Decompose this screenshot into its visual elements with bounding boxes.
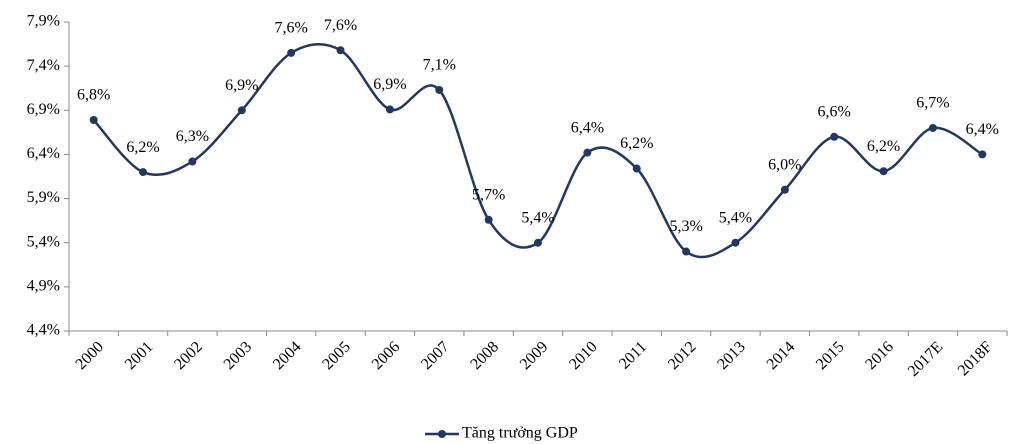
marker	[731, 238, 740, 247]
marker	[830, 132, 839, 141]
data-label: 6,9%	[225, 77, 258, 94]
x-tick-label: 2016	[862, 338, 897, 373]
y-tick-label: 7,9%	[27, 13, 60, 30]
data-label: 6,2%	[126, 139, 159, 156]
legend-label: Tăng trưởng GDP	[462, 425, 578, 442]
data-label: 6,0%	[768, 156, 801, 173]
marker	[978, 150, 987, 159]
data-label: 6,2%	[620, 135, 653, 152]
x-tick-label: 2018F	[955, 338, 996, 379]
x-tick-label: 2004	[270, 338, 305, 373]
x-tick-label: 2012	[665, 338, 700, 373]
data-label: 6,8%	[77, 87, 110, 104]
y-tick-label: 7,4%	[27, 57, 60, 74]
data-label: 5,4%	[719, 209, 752, 226]
marker	[336, 46, 345, 55]
marker	[139, 168, 148, 177]
y-tick-label: 5,9%	[27, 189, 60, 206]
y-tick-label: 4,4%	[27, 322, 60, 339]
x-tick-label: 2005	[319, 338, 354, 373]
x-tick-label: 2013	[714, 338, 749, 373]
marker	[682, 247, 691, 256]
marker	[484, 215, 493, 224]
x-tick-label: 2014	[764, 338, 799, 373]
x-tick-label: 2011	[616, 338, 650, 372]
marker	[583, 148, 592, 157]
data-label: 6,2%	[867, 138, 900, 155]
data-label: 5,4%	[521, 209, 554, 226]
marker	[385, 105, 394, 114]
y-tick-label: 6,4%	[27, 145, 60, 162]
data-label: 6,6%	[818, 103, 851, 120]
data-label: 6,3%	[176, 128, 209, 145]
legend-marker	[438, 430, 446, 438]
x-tick-label: 2001	[122, 338, 157, 373]
x-tick-label: 2009	[517, 338, 552, 373]
marker	[287, 48, 296, 57]
x-tick-label: 2017E	[905, 338, 947, 380]
data-label: 5,3%	[669, 218, 702, 235]
marker	[237, 106, 246, 115]
data-label: 7,6%	[274, 20, 307, 37]
x-tick-label: 2000	[72, 338, 107, 373]
data-label: 6,7%	[916, 95, 949, 112]
x-tick-label: 2010	[566, 338, 601, 373]
marker	[534, 238, 542, 247]
x-tick-label: 2002	[171, 338, 206, 373]
data-label: 5,7%	[472, 186, 505, 203]
data-label: 6,4%	[571, 119, 604, 136]
marker	[188, 157, 197, 166]
x-tick-label: 2007	[418, 338, 453, 373]
y-tick-label: 5,4%	[27, 233, 60, 250]
data-label: 6,9%	[373, 76, 406, 93]
marker	[435, 85, 444, 94]
data-label: 7,1%	[423, 57, 456, 74]
data-label: 7,6%	[324, 17, 357, 34]
x-tick-label: 2015	[813, 338, 848, 373]
marker	[928, 123, 937, 132]
y-tick-label: 6,9%	[27, 101, 60, 118]
marker	[879, 167, 888, 176]
data-label: 6,4%	[966, 121, 999, 138]
marker	[780, 185, 789, 194]
x-tick-label: 2008	[467, 338, 502, 373]
x-tick-label: 2003	[221, 338, 256, 373]
marker	[632, 164, 641, 173]
x-tick-label: 2006	[369, 338, 404, 373]
marker	[89, 115, 98, 124]
y-tick-label: 4,9%	[27, 278, 60, 295]
